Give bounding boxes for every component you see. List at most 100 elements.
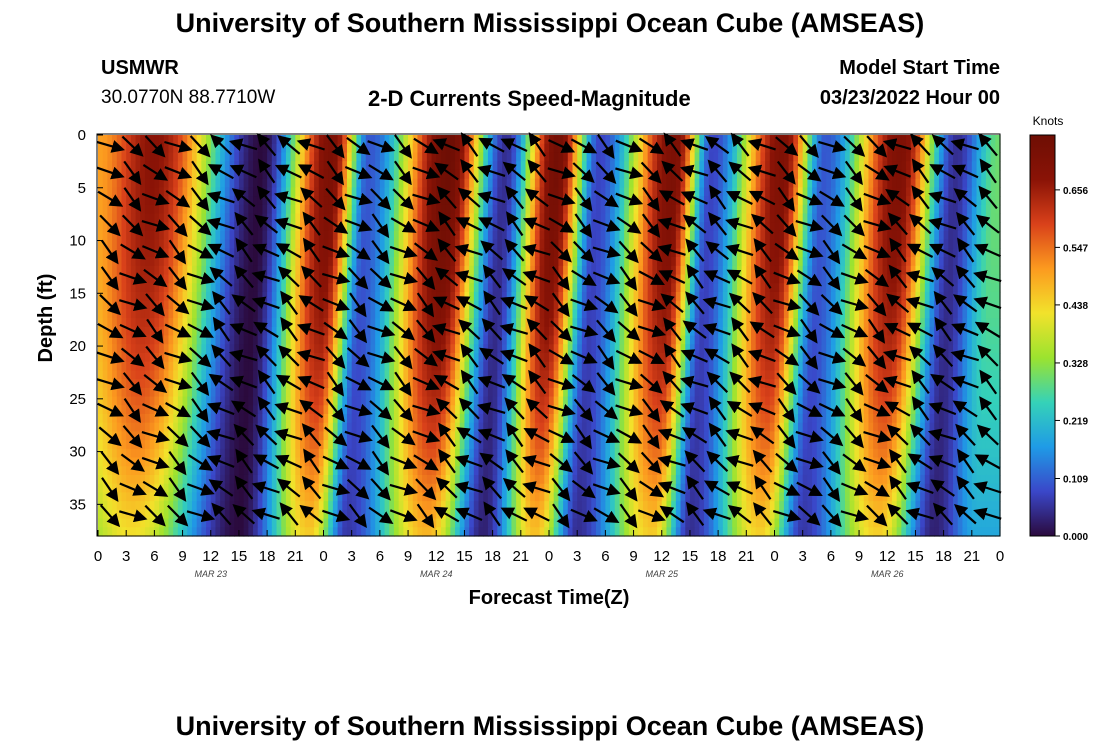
heatmap-cell [173,326,179,337]
heatmap-cell [553,274,559,284]
heatmap-cell [248,222,254,232]
heatmap-cell [840,318,846,328]
heatmap-cell [539,318,545,328]
heatmap-cell [962,161,968,171]
heatmap-cell [506,283,513,293]
heatmap-cell [920,257,926,267]
heatmap-cell [520,135,527,145]
heatmap-cell [328,265,334,276]
heatmap-cell [431,152,437,162]
heatmap-cell [187,213,193,223]
heatmap-cell [168,169,174,180]
heatmap-cell [577,344,583,354]
heatmap-cell [929,335,935,345]
heatmap-cell [680,291,686,302]
heatmap-cell [281,204,287,215]
heatmap-cell [511,326,517,337]
heatmap-cell [168,344,174,354]
heatmap-cell [356,161,362,171]
chart-title: 2-D Currents Speed-Magnitude [368,86,691,111]
heatmap-cell [680,274,686,284]
heatmap-cell [342,248,348,258]
heatmap-cell [581,265,588,276]
heatmap-cell [924,248,931,258]
heatmap-cell [154,187,160,197]
heatmap-cell [281,143,287,154]
heatmap-cell [943,344,949,354]
heatmap-cell [995,169,1001,180]
heatmap-cell [159,291,165,302]
heatmap-cell [971,335,978,345]
heatmap-cell [558,204,564,215]
heatmap-cell [473,187,480,197]
heatmap-cell [492,187,498,197]
heatmap-cell [976,291,982,302]
heatmap-cell [577,352,583,363]
heatmap-cell [751,204,757,215]
heatmap-cell [694,143,700,154]
heatmap-cell [807,291,813,302]
heatmap-cell [370,152,376,162]
heatmap-cell [990,196,996,206]
heatmap-cell [478,265,484,276]
heatmap-cell [746,309,752,319]
heatmap-cell [436,204,442,215]
heatmap-cell [835,344,841,354]
heatmap-cell [140,291,146,302]
heatmap-cell [544,152,550,162]
heatmap-cell [206,318,212,328]
heatmap-cell [351,135,357,145]
heatmap-cell [765,309,771,319]
heatmap-cell [840,152,846,162]
heatmap-cell [929,309,935,319]
heatmap-cell [783,265,790,276]
heatmap-cell [455,143,461,154]
heatmap-cell [262,265,268,276]
heatmap-cell [638,239,644,249]
heatmap-cell [699,326,705,337]
heatmap-cell [483,309,489,319]
heatmap-cell [741,204,747,215]
heatmap-cell [619,161,625,171]
heatmap-cell [191,196,198,206]
heatmap-cell [610,187,616,197]
heatmap-cell [168,230,174,241]
heatmap-cell [375,352,381,363]
heatmap-cell [924,326,931,337]
heatmap-cell [821,196,827,206]
heatmap-cell [713,318,719,328]
heatmap-cell [628,318,635,328]
heatmap-cell [783,230,790,241]
heatmap-cell [220,318,226,328]
heatmap-cell [572,265,578,276]
heatmap-cell [201,135,207,145]
heatmap-cell [863,291,870,302]
heatmap-cell [736,178,743,188]
heatmap-cell [605,265,611,276]
heatmap-cell [591,187,597,197]
heatmap-cell [455,187,461,197]
heatmap-cell [722,230,729,241]
heatmap-cell [704,291,710,302]
heatmap-cell [868,196,874,206]
heatmap-cell [314,335,320,345]
heatmap-cell [769,291,776,302]
heatmap-cell [948,248,954,258]
heatmap-cell [506,291,513,302]
heatmap-cell [957,204,964,215]
heatmap-cell [502,222,508,232]
heatmap-cell [403,291,409,302]
heatmap-cell [929,143,935,154]
heatmap-cell [516,283,522,293]
heatmap-cell [215,143,221,154]
heatmap-cell [464,283,470,293]
heatmap-cell [220,335,226,345]
heatmap-cell [572,335,578,345]
heatmap-cell [126,222,132,232]
heatmap-cell [102,196,108,206]
heatmap-cell [102,169,108,180]
heatmap-cell [713,152,719,162]
heatmap-cell [901,283,907,293]
heatmap-cell [619,352,625,363]
heatmap-cell [539,143,545,154]
